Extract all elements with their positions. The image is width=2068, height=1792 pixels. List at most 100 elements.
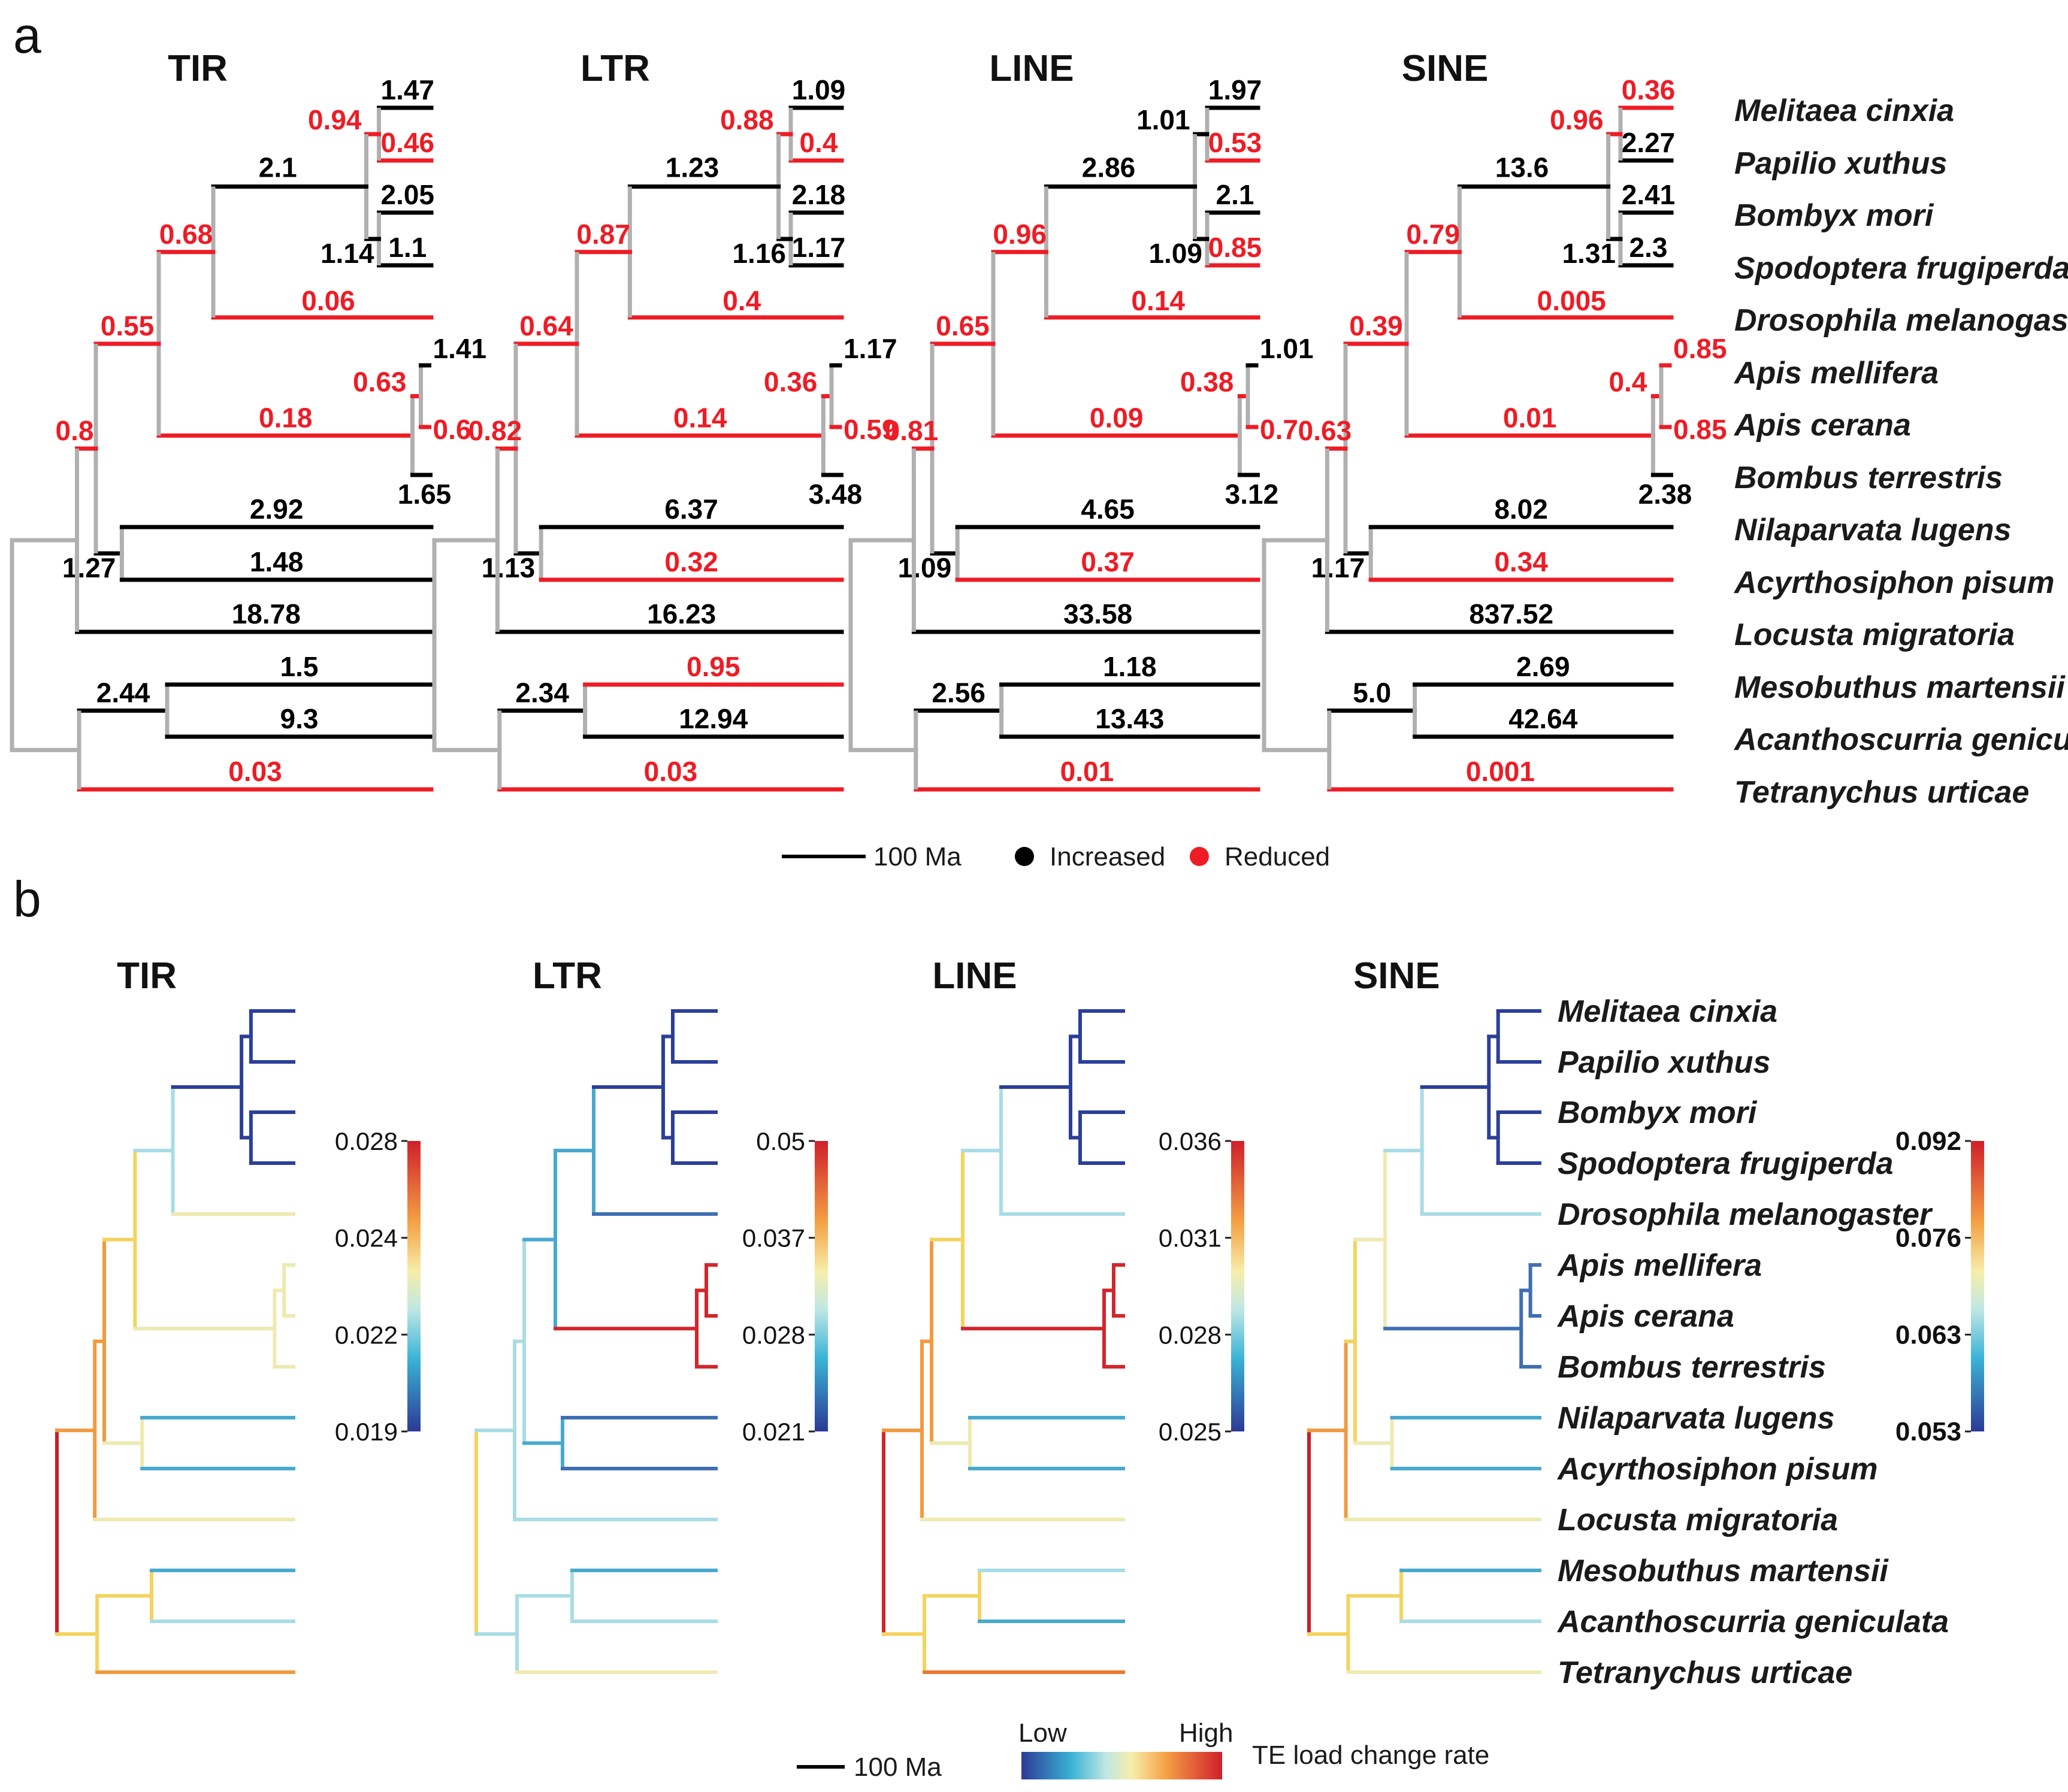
label-t_Ap: 0.32: [664, 546, 718, 577]
tree-a-sine: 0.36 2.27 2.41 2.3 0.96 1.31 13.6 0.005 0.79 0.01…: [1262, 48, 1727, 792]
species-label: Bombus terrestris: [1734, 461, 2003, 495]
label-n_ara: 2.56: [932, 677, 985, 709]
panel-label-b: b: [13, 871, 41, 927]
panel-a-legend: 100 Ma Increased Reduced: [782, 842, 1330, 871]
label-n_end: 0.55: [101, 310, 155, 341]
tree-a-ltr: 1.09 0.4 2.18 1.17 0.88 1.16 1.23 0.4 0.87 0.14 0.…: [432, 48, 897, 792]
species-label: Melitaea cinxia: [1734, 93, 1954, 128]
tree-b-ltr: LTR 0.05 0.037 0.028 0.021: [474, 955, 828, 1674]
tree-a-line: 1.97 0.53 2.1 0.85 1.01 1.09 2.86 0.14 0.96 0.09 0…: [848, 48, 1314, 792]
label-n_hym: 0.4: [1609, 367, 1647, 398]
species-label: Drosophila melanogaster: [1734, 303, 2068, 338]
label-t_Mc: 0.36: [1622, 74, 1676, 105]
label-t_Am: 0.85: [1673, 333, 1727, 364]
label-t_Mm: 1.5: [280, 651, 319, 682]
label-t_Sf: 1.17: [792, 232, 846, 263]
label-t_Mm: 0.95: [687, 651, 740, 682]
species-label: Locusta migratoria: [1734, 617, 2015, 652]
species-label-b: Acanthoscurria geniculata: [1556, 1605, 1949, 1639]
label-t_Px: 2.27: [1622, 127, 1676, 158]
label-t_Bm: 2.41: [1622, 179, 1676, 210]
label-t_Nl: 2.92: [250, 494, 304, 525]
gradient-bar: [1021, 1752, 1222, 1779]
label-n_hem: 1.27: [62, 552, 116, 583]
panel-a-species-list: Melitaea cinxia Papilio xuthus Bombyx mori…: [1733, 93, 2068, 810]
label-t_Mc: 1.47: [380, 74, 434, 105]
gradient-caption: TE load change rate: [1252, 1740, 1489, 1770]
colorbar-tick-label: 0.021: [742, 1418, 805, 1446]
label-n_lep: 0.88: [720, 104, 774, 135]
label-t_Nl: 4.65: [1081, 494, 1135, 525]
colorbar-tick-label: 0.028: [1159, 1321, 1222, 1349]
label-t_Ap: 1.48: [250, 546, 304, 577]
species-label: Apis cerana: [1733, 408, 1911, 443]
label-n_ara: 2.34: [515, 677, 569, 709]
label-t_Bt: 2.38: [1638, 479, 1692, 510]
colorbar-tick-label: 0.019: [335, 1418, 398, 1446]
colorbar: [1231, 1141, 1244, 1431]
species-label-b: Bombyx mori: [1558, 1095, 1758, 1130]
label-t_Ag: 12.94: [679, 703, 748, 734]
label-t_Mm: 1.18: [1103, 651, 1157, 682]
tree-title: TIR: [168, 48, 228, 89]
species-label-b: Spodoptera frugiperda: [1558, 1146, 1893, 1181]
label-n_hem: 1.17: [1311, 552, 1365, 583]
colorbar-tick-label: 0.037: [742, 1224, 805, 1252]
tree-b-title: LTR: [533, 955, 602, 997]
species-label: Nilaparvata lugens: [1734, 513, 2011, 547]
label-n_sp: 1.16: [732, 238, 786, 269]
label-n_ins: 1.23: [666, 152, 719, 183]
tree-title: SINE: [1402, 48, 1489, 89]
species-label-b: Apis mellifera: [1556, 1248, 1762, 1283]
label-t_Mc: 1.97: [1208, 74, 1262, 105]
species-label: Acanthoscurria geniculata: [1733, 722, 2068, 757]
label-t_Lm: 33.58: [1063, 598, 1132, 629]
panel-b-legend: 100 Ma Low High TE load change rate: [797, 1718, 1489, 1782]
tree-b-title: TIR: [117, 955, 177, 997]
label-n_end: 0.65: [936, 310, 990, 341]
label-t_Bm: 2.18: [792, 179, 846, 210]
species-label-b: Melitaea cinxia: [1558, 994, 1777, 1029]
label-t_Bm: 2.1: [1216, 179, 1254, 210]
label-t_hym: 0.01: [1503, 402, 1557, 433]
scale-bar-b-label: 100 Ma: [854, 1752, 942, 1782]
label-t_Ap: 0.34: [1494, 546, 1548, 577]
panel-b-species-list: Melitaea cinxia Papilio xuthus Bombyx mori…: [1556, 994, 1949, 1690]
label-n_ins: 13.6: [1495, 152, 1549, 183]
label-n_hol: 0.68: [159, 219, 213, 250]
label-t_Px: 0.46: [380, 127, 434, 158]
gradient-low-label: Low: [1018, 1718, 1067, 1748]
tree-b-tir: TIR 0.028 0.024 0.022 0.019: [55, 955, 421, 1674]
colorbar-tick-label: 0.028: [335, 1127, 398, 1155]
colorbar-tick-label: 0.024: [335, 1224, 398, 1252]
label-n_hem: 1.09: [898, 552, 952, 583]
colorbar-tick-label: 0.025: [1159, 1418, 1222, 1446]
increased-label: Increased: [1050, 842, 1165, 871]
species-label-b: Drosophila melanogaster: [1558, 1197, 1933, 1232]
label-t_hym: 0.09: [1090, 402, 1144, 433]
label-t_Ag: 9.3: [280, 703, 319, 734]
tree-b-title: LINE: [932, 955, 1017, 997]
label-t_Mm: 2.69: [1516, 651, 1570, 682]
tree-b-title: SINE: [1353, 955, 1440, 997]
colorbar-tick-label: 0.028: [742, 1321, 805, 1349]
panel-a-trees: 1.47 0.46 2.05 1.1 0.94 1.14 2.1 0.06 0.68 0.18 0.…: [10, 48, 1727, 792]
scale-bar-label: 100 Ma: [873, 842, 962, 871]
label-n_end: 0.39: [1349, 310, 1403, 341]
label-t_Nl: 6.37: [664, 494, 718, 525]
colorbar-tick-label: 0.053: [1895, 1417, 1961, 1446]
species-label-b: Bombus terrestris: [1558, 1350, 1826, 1385]
label-t_Lm: 837.52: [1469, 598, 1553, 629]
label-t_Px: 0.4: [800, 127, 838, 158]
label-t_Tu: 0.001: [1466, 756, 1535, 787]
label-t_Sf: 2.3: [1629, 232, 1668, 263]
label-n_lep: 0.94: [308, 104, 362, 135]
label-t_Am: 1.01: [1260, 333, 1314, 364]
label-n_ara: 5.0: [1353, 677, 1391, 709]
species-label-b: Locusta migratoria: [1558, 1503, 1838, 1537]
tree-title: LINE: [989, 48, 1074, 89]
label-t_Dm: 0.005: [1537, 285, 1606, 316]
colorbar-tick-label: 0.063: [1895, 1320, 1961, 1349]
label-n_neo: 0.8: [56, 415, 94, 446]
